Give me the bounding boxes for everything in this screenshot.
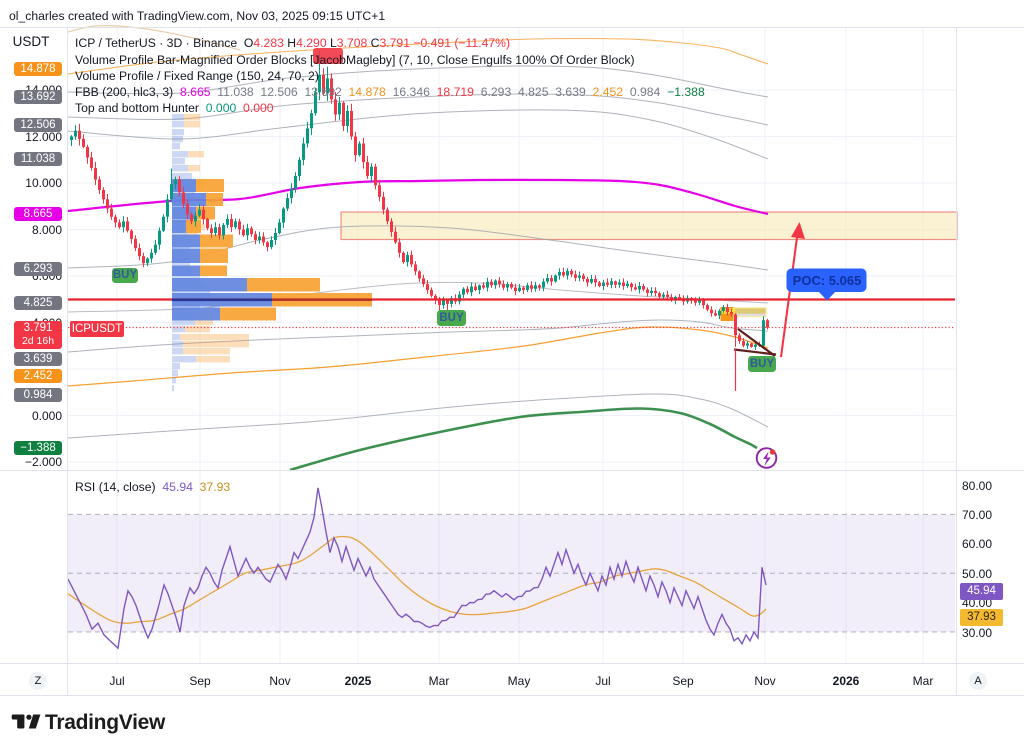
svg-text:POC: 5.065: POC: 5.065 bbox=[793, 273, 862, 288]
